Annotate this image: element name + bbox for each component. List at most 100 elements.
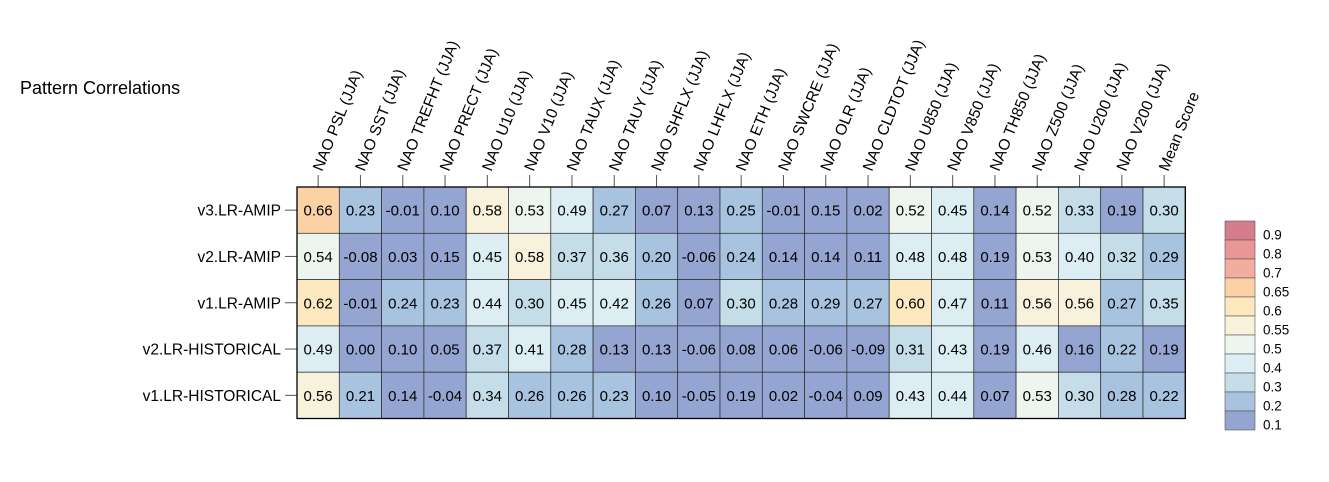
cell-value-label: 0.49 (304, 342, 333, 359)
legend-swatch (1224, 334, 1256, 355)
heatmap-cell (508, 232, 552, 280)
cell-value-label: 0.13 (684, 203, 713, 220)
heatmap-cell (1015, 371, 1059, 419)
cell-value-label: 0.14 (769, 249, 798, 266)
heatmap-cell (508, 325, 552, 373)
heatmap-cell (296, 232, 340, 280)
heatmap-cell (381, 279, 425, 327)
cell-value-label: 0.42 (600, 295, 629, 312)
cell-value-label: 0.07 (642, 203, 671, 220)
cell-value-label: 0.53 (1023, 388, 1052, 405)
cell-value-label: 0.27 (853, 295, 882, 312)
legend-label: 0.55 (1263, 323, 1289, 338)
cell-value-label: 0.60 (896, 295, 925, 312)
heatmap-cell (338, 186, 382, 234)
heatmap-cell (635, 279, 679, 327)
legend-label: 0.5 (1263, 342, 1282, 357)
heatmap-cell (677, 325, 721, 373)
cell-value-label: 0.36 (600, 249, 629, 266)
heatmap-cell (550, 232, 594, 280)
column-labels: NAO PSL (JJA)NAO SST (JJA)NAO TREFHT (JJ… (310, 37, 1203, 187)
cell-value-label: 0.19 (980, 249, 1009, 266)
heatmap-cell (550, 325, 594, 373)
cell-value-label: 0.10 (388, 342, 417, 359)
cell-value-label: 0.09 (853, 388, 882, 405)
heatmap-cell (1100, 186, 1144, 234)
legend-label: 0.9 (1263, 228, 1282, 243)
cell-value-label: 0.27 (1107, 295, 1136, 312)
cell-value-label: 0.37 (557, 249, 586, 266)
legend-swatch (1224, 239, 1256, 260)
cell-value-label: 0.35 (1150, 295, 1179, 312)
legend-swatch (1224, 410, 1256, 431)
cell-value-label: 0.13 (600, 342, 629, 359)
heatmap-frame (296, 186, 1186, 420)
cell-value-label: 0.11 (981, 295, 1009, 312)
heatmap-cell (423, 325, 467, 373)
cell-value-label: 0.32 (1107, 249, 1136, 266)
cell-value-label: 0.24 (727, 249, 756, 266)
cell-value-label: 0.28 (557, 342, 586, 359)
cell-value-label: 0.13 (642, 342, 671, 359)
cell-value-label: -0.06 (682, 249, 716, 266)
cell-value-label: 0.14 (811, 249, 840, 266)
heatmap-cell (888, 325, 932, 373)
cell-value-label: 0.30 (727, 295, 756, 312)
cell-value-label: 0.07 (684, 295, 713, 312)
cell-value-label: 0.58 (515, 249, 544, 266)
cell-value-label: 0.28 (1107, 388, 1136, 405)
heatmap-cell (1142, 232, 1186, 280)
heatmap-cell (508, 186, 552, 234)
cell-value-label: 0.56 (1065, 295, 1094, 312)
heatmap-cell (761, 325, 805, 373)
cell-value-label: 0.43 (896, 388, 925, 405)
cell-value-label: 0.48 (896, 249, 925, 266)
cell-value-label: 0.29 (811, 295, 840, 312)
cell-value-label: 0.28 (769, 295, 798, 312)
heatmap-cell (761, 186, 805, 234)
heatmap-cell (1015, 325, 1059, 373)
legend-swatch (1224, 372, 1256, 393)
heatmap-cell (677, 186, 721, 234)
cell-value-label: 0.44 (938, 388, 967, 405)
heatmap-cell (550, 371, 594, 419)
cell-value-label: 0.48 (938, 249, 967, 266)
heatmap-cell (719, 279, 763, 327)
cell-value-label: -0.01 (766, 203, 800, 220)
legend-swatch (1224, 391, 1256, 412)
cell-value-label: 0.47 (938, 295, 967, 312)
heatmap-cell (338, 232, 382, 280)
heatmap-cell (465, 279, 509, 327)
cell-value-label: 0.16 (1065, 342, 1094, 359)
cell-value-label: -0.01 (343, 295, 377, 312)
heatmap-cell (888, 371, 932, 419)
legend-label: 0.3 (1263, 380, 1282, 395)
cell-value-label: 0.29 (1150, 249, 1179, 266)
heatmap-cell (381, 325, 425, 373)
legend-label: 0.7 (1263, 266, 1282, 281)
cell-value-label: 0.33 (1065, 203, 1094, 220)
legend-swatch (1224, 353, 1256, 374)
cell-value-label: 0.06 (769, 342, 798, 359)
cell-value-label: 0.19 (1150, 342, 1179, 359)
row-label: v2.LR-AMIP (197, 249, 281, 266)
cell-value-label: 0.37 (473, 342, 502, 359)
heatmap-cell (1058, 279, 1102, 327)
heatmap-cell (719, 371, 763, 419)
heatmap-cell (296, 325, 340, 373)
cell-value-label: 0.08 (727, 342, 756, 359)
heatmap-cell (1100, 325, 1144, 373)
cell-value-label: 0.26 (515, 388, 544, 405)
cell-value-label: 0.22 (1107, 342, 1136, 359)
heatmap-cell (296, 371, 340, 419)
cell-value-label: 0.46 (1023, 342, 1052, 359)
cell-value-label: 0.14 (980, 203, 1009, 220)
legend-swatch (1224, 277, 1256, 298)
heatmap-cell (592, 232, 636, 280)
heatmap-cell (761, 371, 805, 419)
heatmap-cell (423, 279, 467, 327)
heatmap-cell (804, 325, 848, 373)
cell-value-label: 0.30 (515, 295, 544, 312)
cell-value-label: 0.52 (1023, 203, 1052, 220)
cell-value-label: 0.23 (600, 388, 629, 405)
